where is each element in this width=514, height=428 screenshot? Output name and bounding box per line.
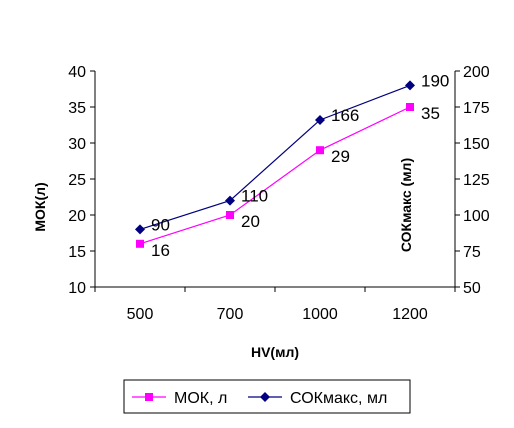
legend-marker-sok [260,392,270,402]
y-right-tick-label: 50 [463,280,481,297]
data-point-mok [406,103,414,111]
data-point-sok [315,114,325,125]
y-left-tick-label: 10 [68,280,86,297]
data-label-mok: 29 [331,147,350,166]
data-label-sok: 110 [241,187,268,206]
axes [90,70,460,292]
y-right-tick-label: 150 [463,136,490,153]
data-label-mok: 35 [421,104,440,123]
y-right-tick-label: 100 [463,208,490,225]
data-point-mok [136,239,144,248]
series-line-mok [139,106,411,245]
y-left-tick-label: 35 [68,100,86,117]
data-labels: 16 20 29 35 90 110 166 190 [151,71,449,259]
legend: МОК, л СОКмакс, мл [123,379,411,414]
data-label-sok: 90 [151,215,170,234]
y-left-tick-label: 25 [68,172,86,189]
x-tick-label: 1200 [392,306,428,323]
legend-marker-mok [145,393,153,401]
y-right-tick-label: 175 [463,100,490,117]
y-axis-left-title: МОК(л) [32,182,48,231]
data-point-mok [316,146,324,155]
legend-label-mok: МОК, л [174,390,227,407]
y-axis-right-title: СОКмакс (мл) [398,158,414,252]
y-left-tick-label: 20 [68,208,86,225]
x-tick-label: 700 [217,306,244,323]
data-point-mok [226,211,234,219]
y-right-tick-label: 200 [463,64,490,81]
series-layer [135,80,415,248]
data-label-sok: 190 [421,71,449,90]
legend-label-sok: СОКмакс, мл [290,390,387,407]
data-label-mok: 20 [241,212,260,231]
x-axis-title: HV(мл) [251,344,299,360]
y-left-tick-label: 40 [68,64,86,81]
data-point-sok [225,195,235,206]
data-label-mok: 16 [151,241,170,260]
x-tick-label: 500 [127,306,154,323]
data-point-sok [405,80,415,91]
y-left-tick-label: 30 [68,136,86,153]
x-tick-label: 1000 [302,306,338,323]
y-left-tick-label: 15 [68,244,86,261]
series-line-sok [139,84,411,230]
tick-labels: 10 15 20 25 30 35 40 50 75 100 125 150 175 200 500 700 1… [68,64,490,323]
y-right-tick-label: 125 [463,172,490,189]
data-point-sok [135,224,145,235]
data-label-sok: 166 [331,106,359,125]
y-right-tick-label: 75 [463,244,481,261]
